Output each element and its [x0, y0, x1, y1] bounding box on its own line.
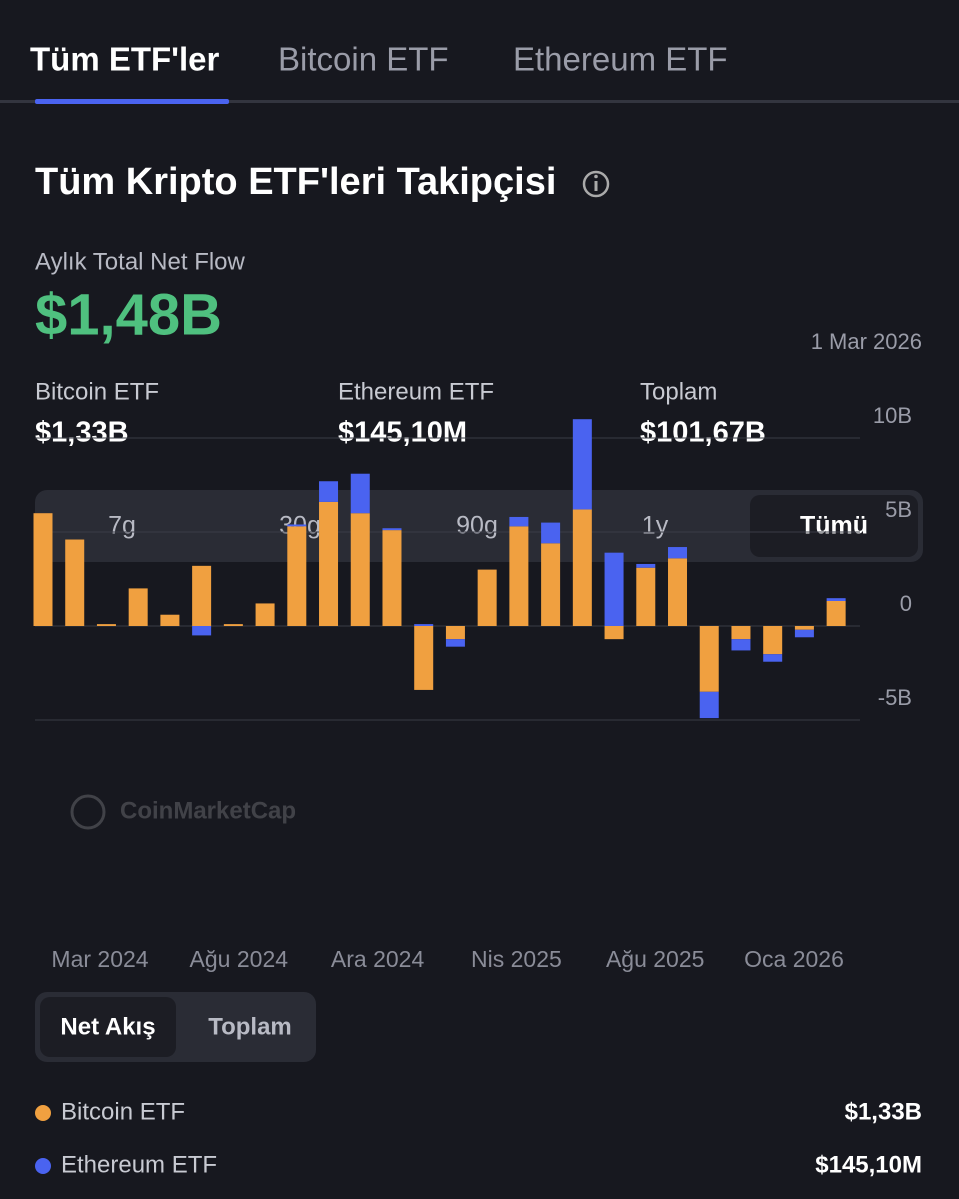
tab[interactable]: Bitcoin ETF: [278, 41, 449, 78]
stat-value: $1,33B: [35, 417, 129, 449]
bar: [763, 626, 783, 655]
x-tick-label: Ağu 2025: [606, 946, 704, 972]
bar: [414, 626, 434, 690]
stat-label: Ethereum ETF: [338, 378, 494, 405]
bar: [128, 588, 148, 626]
watermark-text: CoinMarketCap: [120, 797, 296, 824]
bar: [160, 614, 180, 626]
bar: [668, 558, 688, 626]
bar: [319, 481, 339, 502]
legend-swatch: [35, 1158, 51, 1174]
bar: [794, 629, 814, 638]
heading: Tüm Kripto ETF'leri Takipçisi: [35, 161, 556, 203]
view-selected: [40, 997, 176, 1057]
stat-value: $145,10M: [338, 417, 467, 449]
bar: [826, 600, 846, 626]
bar: [794, 626, 814, 630]
bar: [731, 639, 751, 651]
bar: [604, 626, 624, 640]
tab-indicator: [35, 99, 229, 104]
bar: [541, 543, 561, 626]
x-tick-label: Nis 2025: [471, 946, 562, 972]
bar: [192, 626, 212, 636]
y-tick-label: -5B: [878, 685, 912, 710]
bar: [604, 552, 624, 626]
stat-label: Bitcoin ETF: [35, 378, 159, 405]
view-button[interactable]: Toplam: [208, 1013, 292, 1040]
period-button[interactable]: Tümü: [800, 512, 868, 540]
legend-swatch: [35, 1105, 51, 1121]
bar: [826, 598, 846, 601]
bar: [763, 654, 783, 662]
chart: 10B 5B 0 -5B Mar 2024 Ağu 2024 Ara 2024 Nis 202…: [33, 403, 912, 972]
tab[interactable]: Tüm ETF'ler: [30, 41, 220, 78]
bar: [350, 473, 370, 514]
monthly-label: Aylık Total Net Flow: [35, 248, 246, 275]
period-button[interactable]: 90g: [456, 512, 498, 540]
y-tick-label: 10B: [873, 403, 912, 428]
bar: [255, 603, 275, 626]
bar: [572, 419, 592, 510]
legend-value: $1,33B: [845, 1098, 922, 1125]
bar: [33, 513, 53, 626]
bar: [699, 626, 719, 692]
period-button[interactable]: 7g: [108, 512, 136, 540]
tab[interactable]: Ethereum ETF: [513, 41, 728, 78]
tab-divider: [0, 100, 959, 103]
bar: [668, 547, 688, 559]
legend-name: Bitcoin ETF: [61, 1098, 185, 1125]
bar: [319, 501, 339, 626]
bar: [636, 567, 656, 626]
period-button[interactable]: 1y: [642, 512, 669, 540]
legend-name: Ethereum ETF: [61, 1151, 217, 1178]
x-tick-label: Mar 2024: [51, 946, 148, 972]
bar: [445, 626, 465, 640]
bar: [445, 639, 465, 647]
x-tick-label: Oca 2026: [744, 946, 844, 972]
bar: [509, 516, 529, 527]
legend-value: $145,10M: [815, 1151, 922, 1178]
bar: [541, 522, 561, 544]
bar: [731, 626, 751, 640]
bar: [382, 530, 402, 626]
period-selector: [35, 490, 923, 562]
x-tick-label: Ara 2024: [331, 946, 425, 972]
info-icon[interactable]: [582, 170, 610, 198]
y-tick-label: 5B: [885, 497, 912, 522]
y-tick-label: 0: [900, 591, 912, 616]
bar: [572, 509, 592, 626]
bar: [287, 526, 307, 626]
bar: [414, 624, 434, 626]
monthly-value: $1,48B: [35, 282, 222, 347]
stat-label: Toplam: [640, 378, 717, 405]
bar: [509, 526, 529, 626]
bar: [350, 513, 370, 626]
bar: [699, 691, 719, 719]
view-button[interactable]: Net Akış: [60, 1013, 155, 1040]
date: 1 Mar 2026: [811, 329, 922, 354]
bar: [65, 539, 85, 626]
bar: [382, 528, 402, 531]
stat-value: $101,67B: [640, 417, 766, 449]
bar: [192, 565, 212, 626]
bar: [477, 569, 497, 626]
bar: [287, 524, 307, 527]
bar: [223, 624, 243, 626]
period-selected: [750, 495, 918, 557]
bar: [96, 624, 116, 626]
bar: [636, 563, 656, 568]
x-tick-label: Ağu 2024: [190, 946, 289, 972]
watermark: CoinMarketCap: [70, 794, 296, 830]
